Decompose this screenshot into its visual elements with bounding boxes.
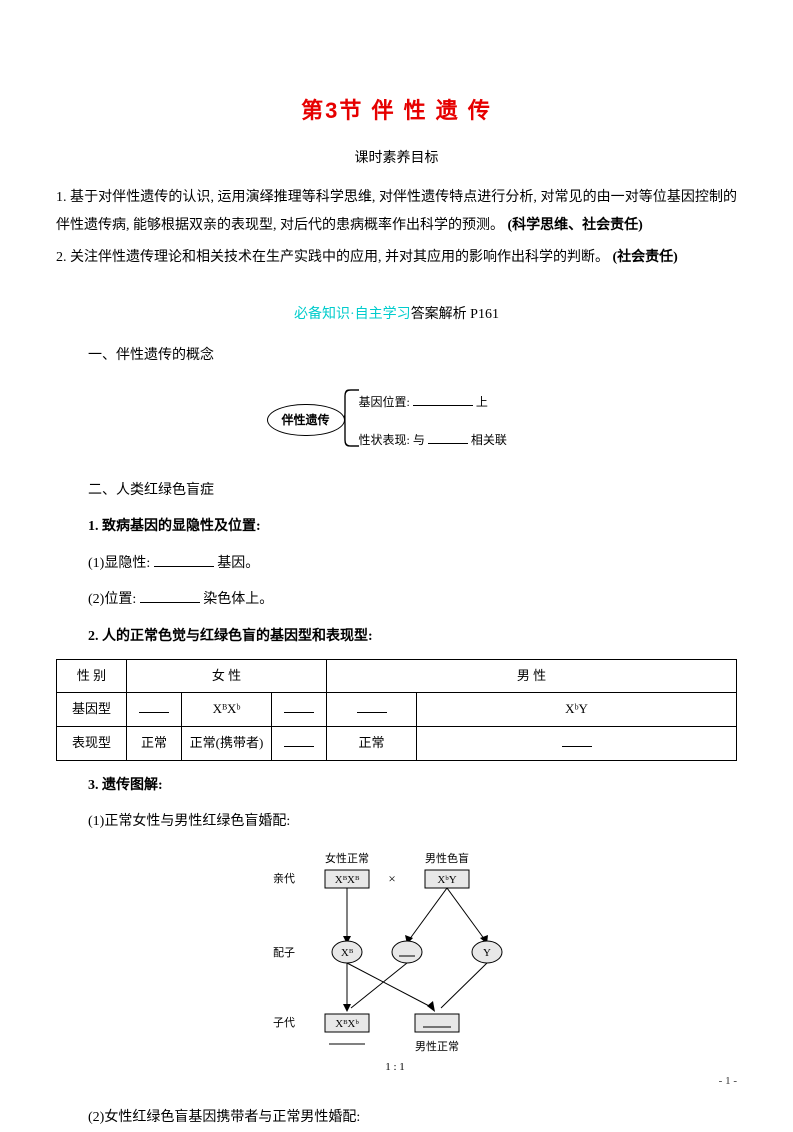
cross-svg: 女性正常 男性色盲 亲代 XᴮXᴮ × XᵇY 配子 Xᴮ Y 子代 XᴮXᵇ	[247, 848, 547, 1083]
r-pheno: 表现型	[57, 726, 127, 760]
svg-text:XᴮXᵇ: XᴮXᵇ	[335, 1018, 359, 1030]
th-sex: 性 别	[57, 659, 127, 693]
pheno-m1: 正常	[327, 726, 417, 760]
pheno-f2: 正常(携带者)	[182, 726, 272, 760]
svg-text:×: ×	[388, 871, 395, 886]
l2-prefix: 性状表现: 与	[359, 433, 425, 447]
section-rest: 答案解析 P161	[411, 307, 499, 322]
svg-text:子代: 子代	[273, 1016, 295, 1029]
svg-text:男性正常: 男性正常	[415, 1039, 459, 1053]
blank-cell[interactable]	[562, 733, 592, 747]
q1-2: (2)位置: 染色体上。	[88, 587, 737, 614]
svg-text:Xᴮ: Xᴮ	[340, 947, 353, 959]
r-geno: 基因型	[57, 693, 127, 727]
l2-suffix: 相关联	[471, 433, 507, 447]
section-cyan: 必备知识·自主学习	[294, 307, 411, 322]
blank-cell[interactable]	[284, 733, 314, 747]
cross-diagram: 女性正常 男性色盲 亲代 XᴮXᴮ × XᵇY 配子 Xᴮ Y 子代 XᴮXᵇ	[247, 848, 547, 1094]
q1-2-b: 染色体上。	[203, 592, 273, 607]
blank-2[interactable]	[428, 428, 468, 444]
blank-cell[interactable]	[139, 699, 169, 713]
concept-line2: 性状表现: 与 相关联	[359, 428, 507, 452]
table-row: 基因型 XᴮXᵇ XᵇY	[57, 693, 737, 727]
p2-tag: (社会责任)	[613, 250, 678, 265]
svg-text:1 : 1: 1 : 1	[385, 1061, 405, 1073]
q1-2-a: (2)位置:	[88, 592, 136, 607]
p2-text: 2. 关注伴性遗传理论和相关技术在生产实践中的应用, 并对其应用的影响作出科学的…	[56, 250, 609, 265]
heading-2: 二、人类红绿色盲症	[88, 478, 737, 505]
concept-diagram: 伴性遗传 基因位置: 上 性状表现: 与 相关联	[217, 380, 577, 460]
blank-3[interactable]	[154, 551, 214, 567]
svg-text:配子: 配子	[273, 946, 295, 959]
genotype-table: 性 别 女 性 男 性 基因型 XᴮXᵇ XᵇY 表现型 正常 正常(携带者) …	[56, 659, 737, 761]
concept-oval: 伴性遗传	[267, 404, 345, 437]
table-row: 表现型 正常 正常(携带者) 正常	[57, 726, 737, 760]
svg-text:Y: Y	[483, 947, 491, 959]
heading-1: 一、伴性遗传的概念	[88, 343, 737, 370]
geno-m2: XᵇY	[417, 693, 737, 727]
subtitle: 课时素养目标	[56, 146, 737, 173]
th-male: 男 性	[327, 659, 737, 693]
svg-text:XᵇY: XᵇY	[437, 874, 456, 886]
blank-4[interactable]	[140, 587, 200, 603]
svg-text:XᴮXᴮ: XᴮXᴮ	[334, 874, 359, 886]
p1-tag: (科学思维、社会责任)	[508, 218, 643, 233]
concept-line1: 基因位置: 上	[359, 390, 488, 414]
q3-2: (2)女性红绿色盲基因携带者与正常男性婚配:	[88, 1105, 737, 1132]
q3-1: (1)正常女性与男性红绿色盲婚配:	[88, 809, 737, 836]
page-title: 第3节 伴 性 遗 传	[56, 90, 737, 132]
paragraph-1: 1. 基于对伴性遗传的认识, 运用演绎推理等科学思维, 对伴性遗传特点进行分析,…	[56, 184, 737, 240]
geno-f2: XᴮXᵇ	[182, 693, 272, 727]
q1-1-b: 基因。	[217, 556, 259, 571]
q3-heading: 3. 遗传图解:	[88, 773, 737, 800]
section-header: 必备知识·自主学习答案解析 P161	[56, 302, 737, 329]
svg-text:亲代: 亲代	[273, 871, 295, 885]
blank-cell[interactable]	[357, 699, 387, 713]
table-row: 性 别 女 性 男 性	[57, 659, 737, 693]
l1-suffix: 上	[476, 395, 488, 409]
pheno-f1: 正常	[127, 726, 182, 760]
page-number: - 1 -	[719, 1071, 737, 1092]
q1-heading: 1. 致病基因的显隐性及位置:	[88, 514, 737, 541]
q2-heading: 2. 人的正常色觉与红绿色盲的基因型和表现型:	[88, 624, 737, 651]
svg-text:男性色盲: 男性色盲	[425, 851, 469, 865]
blank-cell[interactable]	[284, 699, 314, 713]
q1-1: (1)显隐性: 基因。	[88, 551, 737, 578]
th-female: 女 性	[127, 659, 327, 693]
q1-1-a: (1)显隐性:	[88, 556, 150, 571]
blank-1[interactable]	[413, 390, 473, 406]
paragraph-2: 2. 关注伴性遗传理论和相关技术在生产实践中的应用, 并对其应用的影响作出科学的…	[56, 244, 737, 272]
svg-text:女性正常: 女性正常	[325, 851, 369, 865]
l1-prefix: 基因位置:	[359, 395, 410, 409]
